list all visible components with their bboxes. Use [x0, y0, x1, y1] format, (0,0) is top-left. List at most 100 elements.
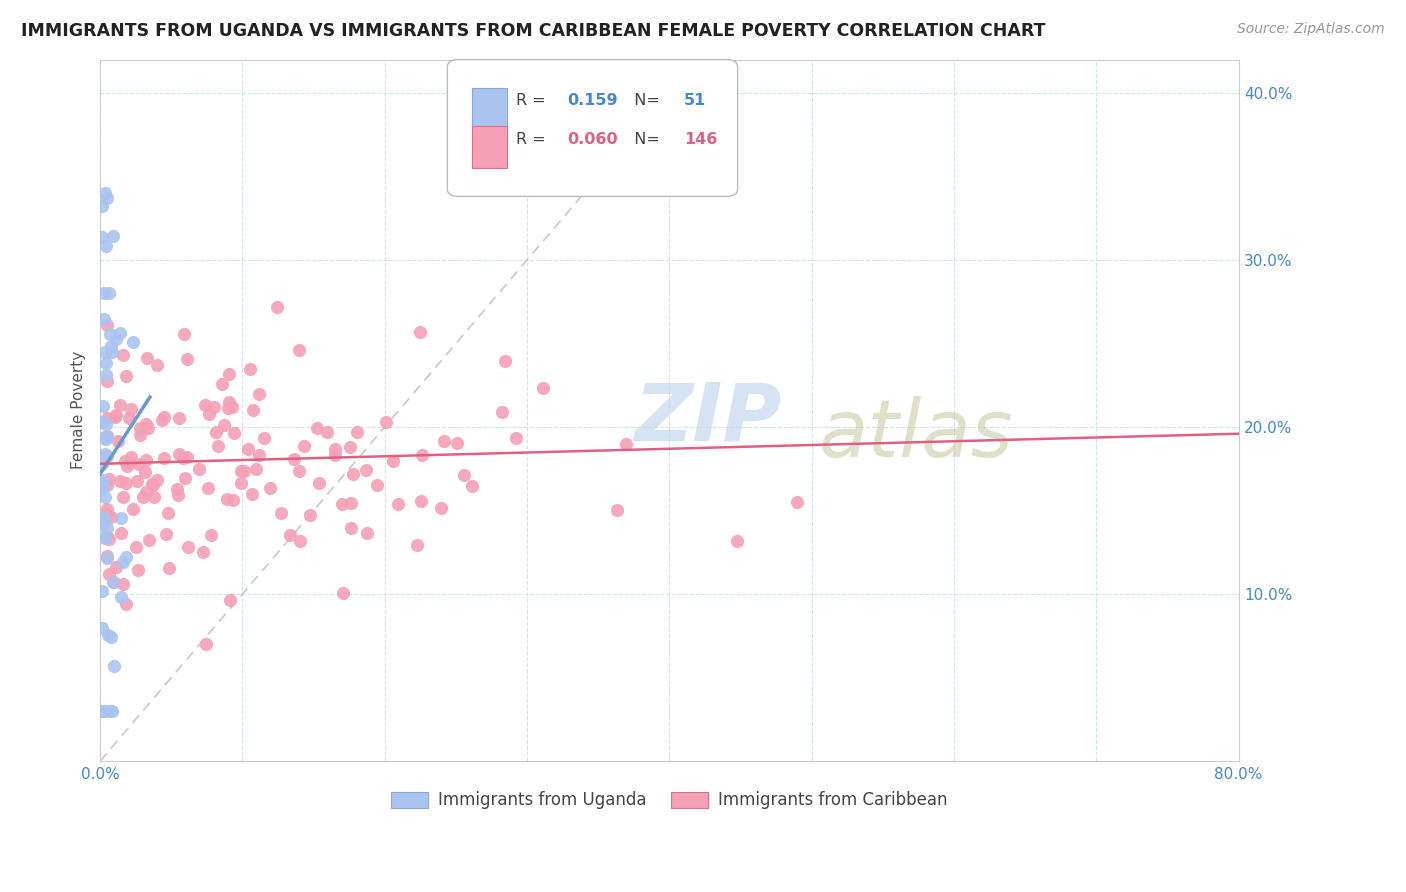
Point	[221, 400, 243, 414]
Point	[167, 488, 190, 502]
Point	[97, 533, 120, 547]
Point	[96, 551, 118, 566]
Text: IMMIGRANTS FROM UGANDA VS IMMIGRANTS FROM CARIBBEAN FEMALE POVERTY CORRELATION C: IMMIGRANTS FROM UGANDA VS IMMIGRANTS FRO…	[21, 22, 1046, 40]
Point	[174, 471, 197, 485]
Point	[93, 286, 115, 301]
Point	[247, 449, 270, 463]
Point	[299, 508, 322, 522]
Point	[94, 432, 117, 446]
Point	[96, 410, 118, 425]
Text: ZIP: ZIP	[634, 379, 782, 458]
Point	[98, 472, 121, 486]
Text: R =: R =	[516, 132, 551, 147]
Point	[340, 496, 363, 510]
Point	[202, 400, 225, 414]
Point	[323, 442, 346, 456]
Point	[100, 631, 122, 645]
Point	[207, 439, 229, 453]
Point	[103, 574, 125, 589]
Point	[288, 533, 311, 548]
Point	[96, 501, 118, 516]
Point	[240, 487, 263, 501]
Point	[176, 450, 198, 464]
Text: N=: N=	[624, 94, 665, 108]
Point	[94, 417, 117, 431]
Point	[91, 399, 114, 413]
Point	[354, 463, 377, 477]
Point	[219, 592, 242, 607]
Text: 51: 51	[685, 94, 706, 108]
Text: 0.060: 0.060	[567, 132, 617, 147]
Point	[103, 659, 125, 673]
Point	[100, 704, 122, 718]
Point	[461, 479, 484, 493]
Point	[104, 409, 127, 424]
Point	[120, 402, 142, 417]
Point	[194, 637, 217, 651]
Point	[167, 447, 190, 461]
Point	[96, 507, 118, 521]
Point	[93, 511, 115, 525]
Text: N=: N=	[624, 132, 665, 147]
Text: 146: 146	[685, 132, 717, 147]
Point	[606, 503, 628, 517]
Point	[136, 351, 159, 365]
Point	[146, 358, 169, 372]
Point	[218, 394, 240, 409]
Point	[408, 325, 430, 339]
Point	[98, 704, 121, 718]
Point	[308, 476, 330, 491]
Point	[93, 345, 115, 359]
Point	[127, 563, 149, 577]
Point	[114, 549, 136, 564]
Point	[156, 506, 179, 520]
Point	[101, 229, 124, 244]
Point	[494, 354, 516, 368]
Point	[115, 475, 138, 490]
Point	[96, 356, 118, 370]
Point	[105, 560, 128, 574]
Point	[91, 511, 114, 525]
Point	[217, 401, 239, 416]
Point	[316, 425, 339, 439]
Point	[98, 285, 121, 300]
Point	[120, 450, 142, 464]
Point	[323, 448, 346, 462]
Point	[247, 387, 270, 401]
Point	[339, 440, 361, 454]
Point	[93, 431, 115, 445]
Point	[200, 528, 222, 542]
Point	[94, 186, 117, 200]
Point	[153, 410, 176, 425]
Point	[111, 348, 134, 362]
Text: Source: ZipAtlas.com: Source: ZipAtlas.com	[1237, 22, 1385, 37]
Point	[100, 509, 122, 524]
Point	[94, 447, 117, 461]
Point	[283, 452, 305, 467]
Point	[205, 425, 228, 440]
Point	[614, 436, 637, 450]
Point	[786, 495, 808, 509]
Point	[110, 474, 132, 488]
Point	[90, 481, 112, 495]
Point	[138, 533, 160, 547]
Text: R =: R =	[516, 94, 551, 108]
Point	[231, 464, 253, 478]
Point	[433, 434, 456, 448]
Point	[287, 463, 309, 477]
Point	[191, 545, 214, 559]
Y-axis label: Female Poverty: Female Poverty	[72, 351, 86, 469]
Point	[157, 561, 180, 575]
Point	[94, 532, 117, 546]
Point	[292, 438, 315, 452]
Point	[411, 494, 433, 508]
Point	[131, 490, 153, 504]
Point	[128, 427, 150, 442]
FancyBboxPatch shape	[447, 60, 738, 196]
Point	[430, 501, 453, 516]
Point	[101, 575, 124, 590]
Point	[104, 408, 127, 422]
Point	[233, 465, 256, 479]
Point	[176, 351, 198, 366]
Point	[242, 403, 264, 417]
